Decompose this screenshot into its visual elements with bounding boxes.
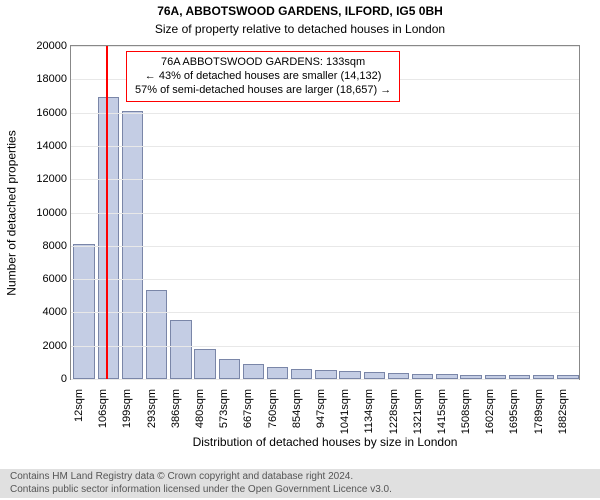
x-tick-label: 12sqm <box>73 389 85 422</box>
x-tick-label: 1508sqm <box>460 389 472 434</box>
y-tick-label: 10000 <box>36 207 67 219</box>
x-tick-label: 573sqm <box>218 389 230 428</box>
x-tick-label: 199sqm <box>121 389 133 428</box>
marker-annotation-line: 57% of semi-detached houses are larger (… <box>135 84 391 98</box>
y-axis-label: Number of detached properties <box>4 45 20 380</box>
y-tick-label: 6000 <box>43 273 67 285</box>
marker-annotation-box: 76A ABBOTSWOOD GARDENS: 133sqm← 43% of d… <box>126 51 400 102</box>
x-tick-label: 106sqm <box>97 389 109 428</box>
grid-line <box>71 379 579 380</box>
y-tick-label: 18000 <box>36 73 67 85</box>
bar <box>315 370 336 379</box>
chart-container: 76A, ABBOTSWOOD GARDENS, ILFORD, IG5 0BH… <box>0 0 600 500</box>
y-tick-label: 4000 <box>43 306 67 318</box>
bar <box>122 111 143 379</box>
grid-line <box>71 179 579 180</box>
y-tick-label: 8000 <box>43 240 67 252</box>
bar <box>267 367 288 379</box>
x-tick-label: 1228sqm <box>388 389 400 434</box>
y-tick-label: 14000 <box>36 140 67 152</box>
footer-attribution: Contains HM Land Registry data © Crown c… <box>0 469 600 498</box>
x-tick-label: 386sqm <box>170 389 182 428</box>
grid-line <box>71 46 579 47</box>
marker-line <box>106 46 108 379</box>
grid-line <box>71 213 579 214</box>
x-tick-label: 293sqm <box>146 389 158 428</box>
plot-area: 12sqm106sqm199sqm293sqm386sqm480sqm573sq… <box>70 45 580 380</box>
x-tick-label: 1134sqm <box>363 389 375 433</box>
x-tick-label: 667sqm <box>242 389 254 428</box>
grid-line <box>71 312 579 313</box>
bar <box>98 97 119 379</box>
bar <box>194 349 215 379</box>
footer-line-2: Contains public sector information licen… <box>10 484 590 497</box>
x-tick-label: 760sqm <box>267 389 279 428</box>
x-tick-label: 947sqm <box>315 389 327 428</box>
bar <box>219 359 240 379</box>
chart-title: 76A, ABBOTSWOOD GARDENS, ILFORD, IG5 0BH <box>0 4 600 18</box>
marker-annotation-line: ← 43% of detached houses are smaller (14… <box>135 70 391 84</box>
footer-line-1: Contains HM Land Registry data © Crown c… <box>10 471 590 484</box>
marker-annotation-line: 76A ABBOTSWOOD GARDENS: 133sqm <box>135 56 391 70</box>
grid-line <box>71 113 579 114</box>
grid-line <box>71 246 579 247</box>
x-tick-label: 1415sqm <box>436 389 448 434</box>
bar <box>170 320 191 379</box>
x-tick-label: 1789sqm <box>533 389 545 434</box>
bar <box>364 372 385 379</box>
grid-line <box>71 146 579 147</box>
y-tick-label: 16000 <box>36 107 67 119</box>
y-tick-label: 2000 <box>43 340 67 352</box>
bar <box>339 371 360 379</box>
y-tick-label: 12000 <box>36 173 67 185</box>
grid-line <box>71 346 579 347</box>
chart-subtitle: Size of property relative to detached ho… <box>0 22 600 36</box>
x-tick-label: 854sqm <box>291 389 303 428</box>
x-tick-label: 1041sqm <box>339 389 351 434</box>
x-tick-label: 1321sqm <box>412 389 424 434</box>
y-tick-label: 0 <box>61 373 67 385</box>
x-tick-label: 1882sqm <box>557 389 569 434</box>
grid-line <box>71 279 579 280</box>
x-tick-label: 1695sqm <box>508 389 520 434</box>
bar <box>243 364 264 379</box>
bar <box>291 369 312 379</box>
x-tick-label: 480sqm <box>194 389 206 428</box>
x-tick-label: 1602sqm <box>484 389 496 434</box>
y-tick-label: 20000 <box>36 40 67 52</box>
bar <box>146 290 167 379</box>
x-axis-label: Distribution of detached houses by size … <box>70 435 580 449</box>
